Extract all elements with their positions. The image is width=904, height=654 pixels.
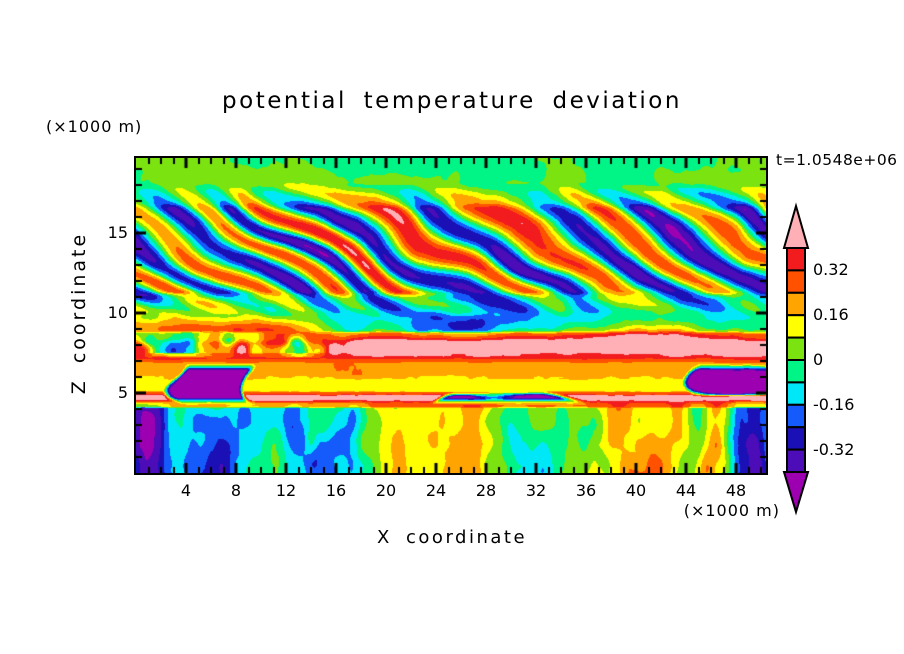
x-tick-label: 8 xyxy=(230,481,242,500)
colorbar-arrow-top xyxy=(782,202,810,249)
colorbar-box xyxy=(786,448,806,474)
colorbar-box xyxy=(786,426,806,451)
time-annotation: t=1.0548e+06 xyxy=(776,151,898,169)
colorbar-box xyxy=(786,336,806,362)
colorbar-box xyxy=(786,359,806,384)
colorbar-tick-label: 0.32 xyxy=(813,260,849,280)
y-tick-label: 10 xyxy=(107,303,128,323)
y-tick-label: 5 xyxy=(117,383,128,403)
x-tick-label: 12 xyxy=(275,481,297,500)
colorbar-tick-label: 0 xyxy=(813,350,824,369)
colorbar-box xyxy=(786,314,806,339)
x-tick-label: 32 xyxy=(525,481,547,500)
x-tick-label: 44 xyxy=(675,481,697,500)
x-axis-label: X coordinate xyxy=(376,527,528,548)
colorbar-box xyxy=(786,403,806,429)
colorbar-tick-label: -0.16 xyxy=(813,394,855,414)
x-tick-label: 24 xyxy=(425,481,447,500)
y-tick-label: 15 xyxy=(107,223,128,243)
colorbar-tick-label: 0.16 xyxy=(813,305,849,325)
colorbar-box xyxy=(786,247,806,272)
x-tick-label: 40 xyxy=(625,481,647,500)
colorbar xyxy=(782,202,810,516)
contour-field-canvas xyxy=(134,156,768,475)
x-tick-label: 28 xyxy=(475,481,497,500)
x-tick-label: 36 xyxy=(575,481,597,500)
colorbar-box xyxy=(786,381,806,406)
x-tick-label: 48 xyxy=(725,481,747,500)
colorbar-arrow-bottom xyxy=(782,471,810,516)
colorbar-box xyxy=(786,269,806,294)
z-axis-units-label: (×1000 m) xyxy=(46,117,143,136)
plot-title: potential temperature deviation xyxy=(222,88,682,114)
colorbar-box xyxy=(786,291,806,317)
x-tick-label: 20 xyxy=(375,481,397,500)
y-axis-label: Z coordinate xyxy=(68,231,90,395)
x-axis-units-label: (×1000 m) xyxy=(683,501,780,520)
x-tick-label: 16 xyxy=(325,481,347,500)
x-tick-label: 4 xyxy=(180,481,192,500)
colorbar-tick-label: -0.32 xyxy=(813,439,855,459)
